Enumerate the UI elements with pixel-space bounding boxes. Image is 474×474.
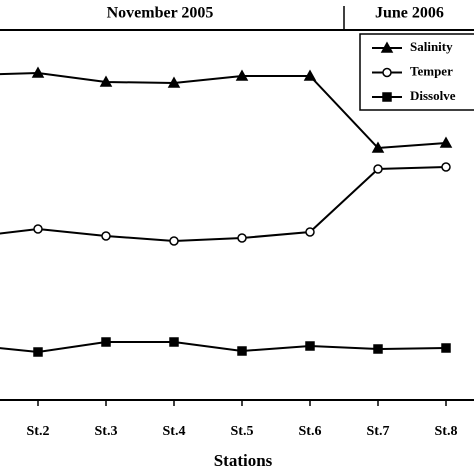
point xyxy=(373,164,383,174)
point xyxy=(101,337,111,347)
legend-label: Temper xyxy=(410,63,453,78)
x-tick-label: St.5 xyxy=(231,424,254,439)
point xyxy=(101,231,111,241)
legend-marker xyxy=(380,41,394,53)
point xyxy=(305,341,315,351)
point xyxy=(441,162,451,172)
point xyxy=(441,343,451,353)
series-line xyxy=(0,71,447,150)
series-line xyxy=(0,166,447,243)
series-line xyxy=(0,341,447,354)
point xyxy=(371,141,385,153)
legend-label: Dissolve xyxy=(410,88,456,103)
point xyxy=(237,233,247,243)
x-axis-label: Stations xyxy=(214,451,273,470)
period-label: November 2005 xyxy=(107,5,214,22)
x-tick-label: St.8 xyxy=(435,424,458,439)
x-tick-label: St.7 xyxy=(367,424,390,439)
point xyxy=(237,346,247,356)
point xyxy=(167,76,181,88)
point xyxy=(31,66,45,78)
point xyxy=(169,236,179,246)
point xyxy=(235,69,249,81)
x-tick-label: St.6 xyxy=(299,424,322,439)
point xyxy=(303,69,317,81)
point xyxy=(373,344,383,354)
point xyxy=(99,75,113,87)
legend-marker xyxy=(382,67,392,78)
point xyxy=(169,337,179,347)
legend: Salinity Temper Dissolve xyxy=(359,33,474,111)
point xyxy=(439,136,453,148)
point xyxy=(33,224,43,234)
x-tick-label: St.4 xyxy=(163,424,186,439)
period-label: June 2006 xyxy=(375,5,444,22)
point xyxy=(305,227,315,237)
legend-label: Salinity xyxy=(410,39,453,54)
legend-marker xyxy=(382,92,392,102)
point xyxy=(33,347,43,357)
x-tick-label: St.2 xyxy=(27,424,50,439)
x-tick-label: St.3 xyxy=(95,424,118,439)
